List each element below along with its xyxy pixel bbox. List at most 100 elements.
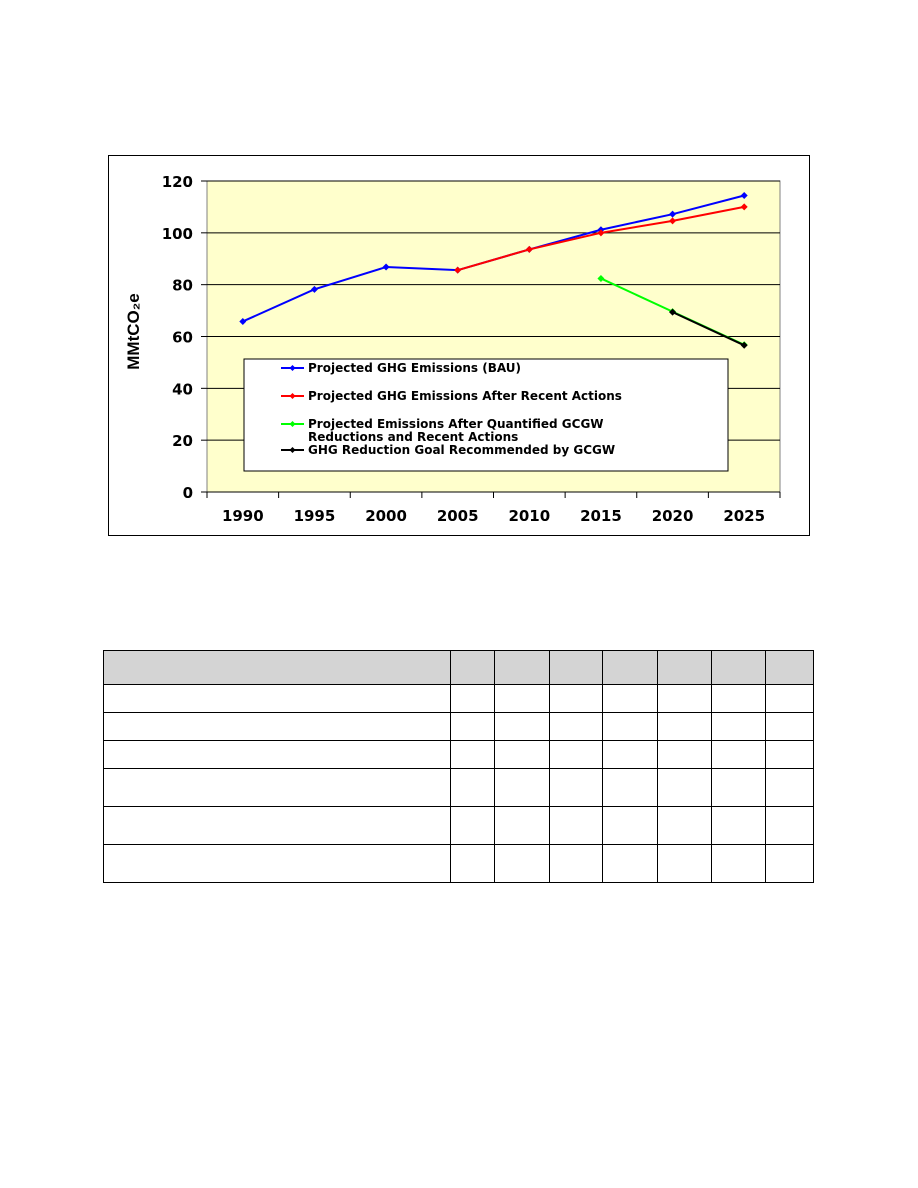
table-cell bbox=[711, 806, 766, 845]
table-cell bbox=[549, 806, 603, 845]
data-point bbox=[454, 266, 462, 274]
table-cell bbox=[765, 650, 814, 685]
table-cell bbox=[450, 768, 495, 807]
data-point bbox=[669, 210, 677, 218]
emissions-line-chart: 0 20 40 60 80 100 120 1990 1995 2000 2005 2010 2015 2… bbox=[124, 173, 781, 525]
table-cell bbox=[549, 650, 603, 685]
table-cell bbox=[494, 684, 550, 713]
y-tick-label: 60 bbox=[172, 329, 193, 347]
table-row bbox=[103, 806, 814, 845]
legend-entry: Projected GHG Emissions (BAU) bbox=[308, 361, 521, 375]
table-cell bbox=[549, 712, 603, 741]
table-row bbox=[103, 712, 814, 741]
series-line-3 bbox=[672, 311, 745, 347]
table-cell bbox=[494, 768, 550, 807]
table-cell bbox=[711, 768, 766, 807]
table-cell bbox=[657, 650, 712, 685]
table-cell bbox=[602, 844, 658, 883]
table-row bbox=[103, 740, 814, 769]
table-cell bbox=[450, 684, 495, 713]
table-cell bbox=[765, 844, 814, 883]
emissions-table bbox=[103, 650, 814, 883]
table-cell bbox=[602, 712, 658, 741]
table-cell bbox=[711, 684, 766, 713]
data-point bbox=[382, 263, 390, 271]
y-tick-label: 100 bbox=[162, 225, 193, 243]
table-cell bbox=[549, 844, 603, 883]
table-cell bbox=[711, 712, 766, 741]
chart-frame: 0 20 40 60 80 100 120 1990 1995 2000 2005 2010 2015 2… bbox=[108, 155, 810, 536]
table-cell bbox=[450, 844, 495, 883]
table-cell bbox=[657, 740, 712, 769]
table-cell bbox=[657, 684, 712, 713]
table-cell bbox=[103, 740, 451, 769]
y-tick-label: 120 bbox=[162, 173, 193, 191]
table-cell bbox=[657, 806, 712, 845]
table-cell bbox=[450, 806, 495, 845]
x-tick-label: 2010 bbox=[508, 507, 550, 525]
data-point bbox=[310, 285, 318, 293]
table-cell bbox=[549, 768, 603, 807]
table-cell bbox=[103, 768, 451, 807]
legend-entry: Projected Emissions After Quantified GCG… bbox=[308, 417, 604, 444]
table-cell bbox=[450, 712, 495, 741]
data-point bbox=[740, 192, 748, 200]
table-cell bbox=[602, 684, 658, 713]
table-cell bbox=[765, 712, 814, 741]
table-cell bbox=[657, 844, 712, 883]
table-row bbox=[103, 684, 814, 713]
x-tick-label: 2005 bbox=[437, 507, 479, 525]
table-cell bbox=[103, 806, 451, 845]
table-cell bbox=[103, 684, 451, 713]
table-cell bbox=[549, 684, 603, 713]
y-tick-label: 20 bbox=[172, 432, 193, 450]
x-tick-label: 2020 bbox=[652, 507, 694, 525]
table-cell bbox=[450, 650, 495, 685]
y-tick-label: 80 bbox=[172, 277, 193, 295]
x-tick-label: 2000 bbox=[365, 507, 407, 525]
data-point bbox=[669, 308, 677, 316]
table-cell bbox=[103, 650, 451, 685]
data-point bbox=[669, 217, 677, 225]
data-point bbox=[740, 341, 748, 349]
legend-entry: Projected GHG Emissions After Recent Act… bbox=[308, 389, 622, 403]
table-cell bbox=[494, 844, 550, 883]
table-cell bbox=[602, 740, 658, 769]
data-point bbox=[597, 229, 605, 237]
y-tick-label: 0 bbox=[183, 484, 193, 502]
table-cell bbox=[103, 844, 451, 883]
y-axis-label: MMtCO₂e bbox=[124, 293, 143, 370]
legend-marker bbox=[289, 393, 296, 399]
table-cell bbox=[657, 712, 712, 741]
legend-marker bbox=[289, 421, 296, 427]
table-cell bbox=[450, 740, 495, 769]
data-point bbox=[740, 203, 748, 211]
table-cell bbox=[711, 844, 766, 883]
x-tick-label: 2025 bbox=[723, 507, 765, 525]
data-point bbox=[239, 317, 247, 325]
table-cell bbox=[765, 684, 814, 713]
x-tick-label: 1995 bbox=[294, 507, 336, 525]
table-row bbox=[103, 844, 814, 883]
table-row bbox=[103, 768, 814, 807]
table-header-row bbox=[103, 650, 814, 685]
legend-marker bbox=[289, 365, 296, 371]
table-cell bbox=[711, 650, 766, 685]
table-cell bbox=[103, 712, 451, 741]
table-cell bbox=[765, 740, 814, 769]
table-cell bbox=[602, 768, 658, 807]
table-cell bbox=[602, 650, 658, 685]
table-cell bbox=[765, 768, 814, 807]
table-cell bbox=[494, 650, 550, 685]
table-cell bbox=[494, 806, 550, 845]
legend-marker bbox=[289, 447, 296, 453]
legend-box bbox=[243, 358, 729, 472]
x-tick-label: 2015 bbox=[580, 507, 622, 525]
legend-entry: GHG Reduction Goal Recommended by GCGW bbox=[308, 443, 615, 457]
table-cell bbox=[602, 806, 658, 845]
table-cell bbox=[765, 806, 814, 845]
table-cell bbox=[494, 712, 550, 741]
data-point bbox=[525, 245, 533, 253]
table-cell bbox=[657, 768, 712, 807]
y-tick-label: 40 bbox=[172, 380, 193, 398]
